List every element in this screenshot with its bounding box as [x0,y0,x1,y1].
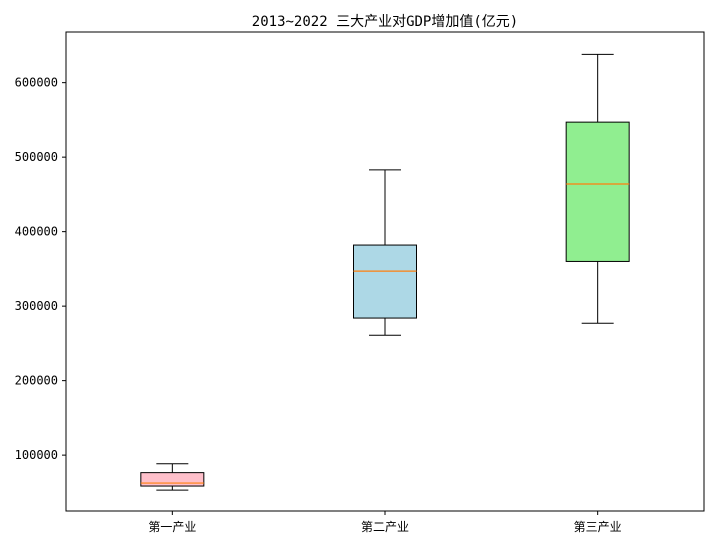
y-tick-label: 200000 [15,374,58,388]
y-tick-label: 500000 [15,150,58,164]
box [140,472,205,487]
x-axis: 第一产业 第二产业 第三产业 [148,511,622,534]
x-tick-label: 第二产业 [361,520,409,534]
x-tick-label: 第一产业 [148,520,196,534]
box-group [353,169,417,336]
chart-title: 2013~2022 三大产业对GDP增加值(亿元) [252,14,518,30]
box-group [140,463,205,491]
box [353,244,417,319]
plot-area [140,53,630,491]
box [565,121,630,262]
y-tick-label: 300000 [15,299,58,313]
x-tick-label: 第三产业 [574,520,622,534]
y-axis: 100000 200000 300000 400000 500000 600000 [15,76,66,462]
y-tick-label: 100000 [15,448,58,462]
y-tick-label: 400000 [15,225,58,239]
plot-frame [65,31,705,512]
y-tick-label: 600000 [15,76,58,90]
box-group [565,53,630,324]
